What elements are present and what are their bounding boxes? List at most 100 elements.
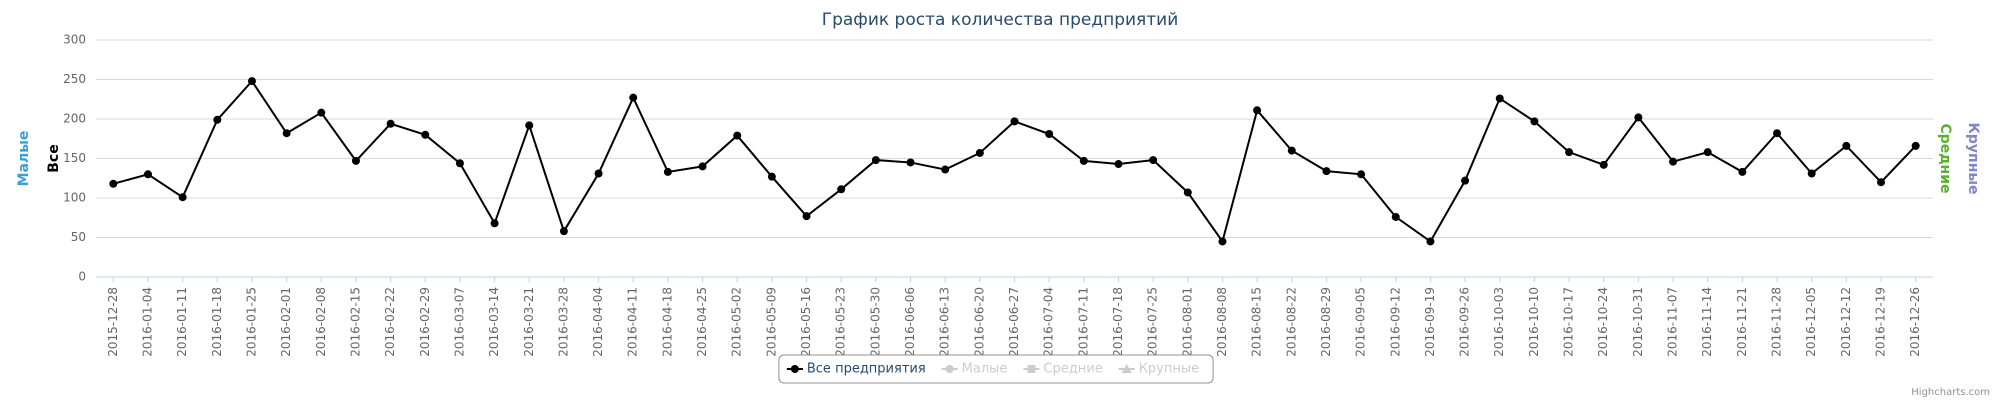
x-tick-label: 2016-11-07 [1666, 287, 1680, 357]
x-tick-label: 2016-06-13 [938, 287, 952, 357]
point [802, 212, 811, 221]
point [178, 193, 187, 202]
point [663, 167, 672, 176]
point [698, 162, 707, 171]
legend-item[interactable]: Средние [1023, 362, 1103, 377]
point [1114, 160, 1123, 169]
y-axis-title: Все [46, 144, 62, 172]
x-tick-label: 2016-08-15 [1250, 287, 1264, 357]
point [594, 169, 603, 178]
x-tick-label: 2016-08-08 [1215, 287, 1229, 357]
x-tick-label: 2016-05-16 [799, 287, 813, 357]
x-tick-label: 2016-05-09 [764, 287, 778, 357]
x-tick-label: 2016-12-05 [1804, 287, 1818, 357]
point [282, 129, 291, 138]
point [1565, 148, 1574, 157]
point [975, 148, 984, 157]
legend-item[interactable]: Крупные [1118, 362, 1199, 377]
point [767, 172, 776, 181]
point [837, 185, 846, 194]
credits[interactable]: Highcharts.com [1911, 387, 1990, 398]
point [317, 108, 326, 117]
x-tick-label: 2016-02-22 [383, 287, 397, 357]
x-tick-label: 2016-08-22 [1284, 287, 1298, 357]
x-tick-label: 2016-05-30 [868, 287, 882, 357]
legend-label: Все предприятия [807, 362, 926, 377]
point [1807, 169, 1816, 178]
x-tick-label: 2016-02-01 [279, 287, 293, 357]
legend-symbol [945, 365, 954, 373]
x-tick-label: 2016-09-19 [1423, 287, 1437, 357]
x-tick-label: 2016-10-31 [1631, 287, 1645, 357]
point [109, 179, 118, 188]
point [1045, 130, 1054, 139]
x-tick-label: 2016-10-10 [1527, 287, 1541, 357]
y-tick-label: 150 [63, 151, 86, 165]
point [386, 119, 395, 128]
point [1911, 141, 1920, 150]
x-tick-label: 2016-09-26 [1458, 287, 1472, 357]
point [455, 159, 464, 168]
x-tick-label: 2016-03-21 [522, 287, 536, 357]
x-tick-label: 2016-04-25 [695, 287, 709, 357]
legend-symbol [1027, 365, 1036, 373]
x-tick-label: 2016-06-27 [1007, 287, 1021, 357]
legend-item[interactable]: Малые [941, 362, 1008, 377]
x-tick-label: 2016-01-11 [175, 287, 189, 357]
x-tick-label: 2016-03-28 [556, 287, 570, 357]
x-tick-label: 2016-11-28 [1770, 287, 1784, 357]
x-tick-label: 2016-07-04 [1042, 287, 1056, 357]
legend-label: Средние [1043, 362, 1102, 377]
point [1738, 167, 1747, 176]
point [525, 121, 534, 130]
legend-symbol [1121, 364, 1132, 373]
point [1149, 156, 1158, 165]
point [213, 115, 222, 124]
x-tick-label: 2016-02-08 [314, 287, 328, 357]
x-tick-label: 2016-02-29 [418, 287, 432, 357]
legend-label: Малые [962, 362, 1008, 377]
legend-item[interactable]: Все предприятия [786, 362, 926, 377]
point [421, 130, 430, 139]
point [1010, 117, 1019, 126]
y-axis-title: Крупные [1965, 122, 1981, 194]
x-tick-label: 2016-12-26 [1908, 287, 1922, 357]
y-tick-label: 250 [63, 72, 86, 86]
point [1877, 178, 1886, 187]
x-tick-label: 2016-07-11 [1076, 287, 1090, 357]
point [871, 156, 880, 165]
x-tick-label: 2016-03-07 [452, 287, 466, 357]
x-tick-label: 2016-01-18 [210, 287, 224, 357]
x-tick-label: 2016-09-12 [1388, 287, 1402, 357]
y-tick-label: 50 [71, 230, 86, 244]
y-tick-label: 300 [63, 33, 86, 47]
point [1391, 212, 1400, 221]
chart-title: График роста количества предприятий [822, 10, 1179, 30]
point [1426, 237, 1435, 246]
point [1357, 170, 1366, 179]
x-tick-label: 2016-03-14 [487, 287, 501, 357]
x-tick-label: 2016-07-18 [1111, 287, 1125, 357]
point [733, 131, 742, 140]
point [1530, 117, 1539, 126]
point [1322, 167, 1331, 176]
x-tick-label: 2016-10-24 [1596, 287, 1610, 357]
x-tick-label: 2016-10-17 [1562, 287, 1576, 357]
point [1495, 94, 1504, 103]
point [629, 93, 638, 102]
point [1842, 141, 1851, 150]
point [247, 77, 256, 86]
legend: Все предприятия Малые Средние Крупные [778, 354, 1214, 384]
point [1183, 188, 1192, 197]
point [1599, 160, 1608, 169]
x-tick-label: 2016-11-21 [1735, 287, 1749, 357]
series-line [113, 79, 1917, 244]
y-tick-label: 200 [63, 112, 86, 126]
x-tick-label: 2016-05-23 [834, 287, 848, 357]
x-tick-label: 2016-06-20 [972, 287, 986, 357]
x-tick-label: 2016-11-14 [1700, 287, 1714, 357]
x-tick-label: 2016-01-25 [244, 287, 258, 357]
y-tick-label: 0 [78, 270, 86, 284]
point [490, 219, 499, 228]
x-tick-label: 2016-08-29 [1319, 287, 1333, 357]
